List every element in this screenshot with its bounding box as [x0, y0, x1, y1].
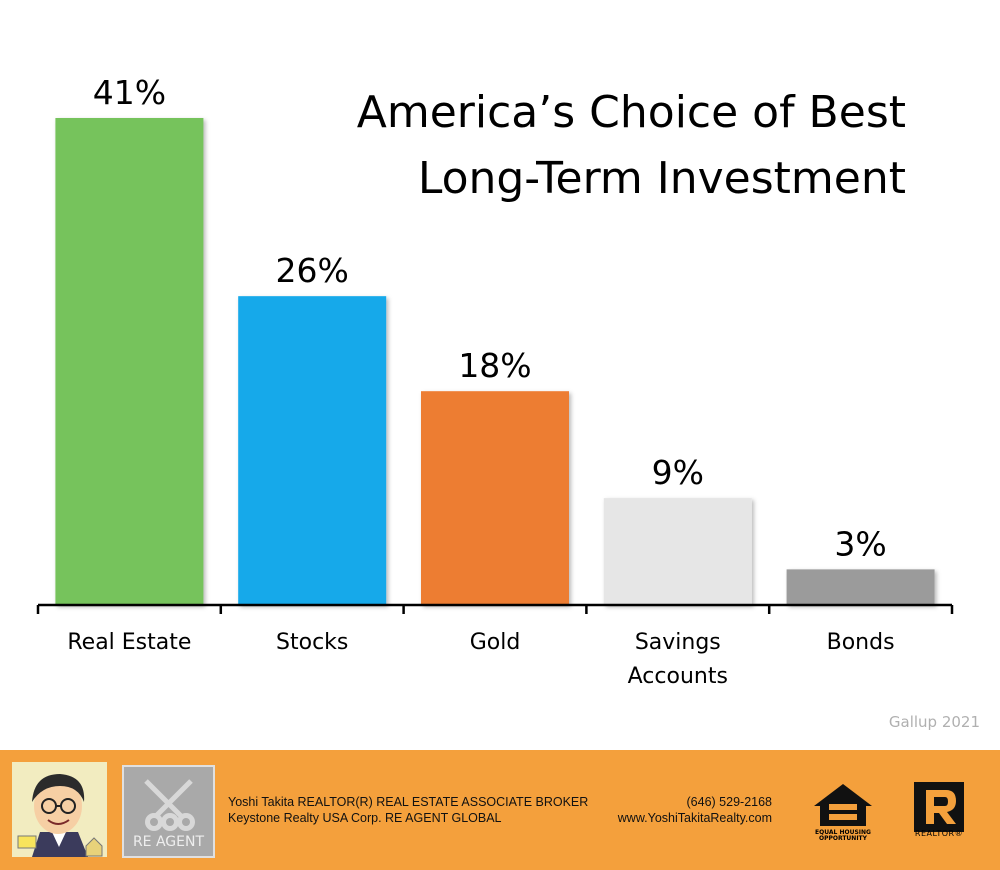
realtor-text: REALTOR®	[914, 829, 964, 838]
equal-housing-text-line-1: EQUAL HOUSING	[815, 829, 871, 836]
realtor-r-icon	[914, 782, 964, 832]
bar-real-estate	[55, 118, 204, 605]
equal-housing-text-line-2: OPPORTUNITY	[818, 835, 867, 842]
chart-title-line-2: Long-Term Investment	[417, 153, 906, 204]
x-axis	[36, 603, 954, 614]
category-label: Bonds	[827, 630, 895, 655]
agent-company-line: Keystone Realty USA Corp. RE AGENT GLOBA…	[228, 811, 502, 825]
category-label: Savings	[635, 630, 721, 655]
bar-stocks	[238, 296, 387, 605]
value-label: 41%	[93, 73, 166, 112]
value-label: 9%	[652, 453, 704, 492]
category-label: Real Estate	[67, 630, 191, 655]
chart-title: America’s Choice of Best Long-Term Inves…	[300, 80, 906, 212]
agent-website-link[interactable]: www.YoshiTakitaRealty.com	[617, 811, 772, 825]
bars-layer	[55, 118, 935, 605]
agent-footer: RE AGENT Yoshi Takita REALTOR(R) REAL ES…	[0, 750, 1000, 870]
re-agent-logo-text: RE AGENT	[132, 834, 205, 850]
bar-chart: 41% Real Estate 26% Stocks 18% Gold 9% Savings A…	[36, 73, 954, 689]
category-label: Stocks	[276, 630, 348, 655]
equal-housing-text: EQUAL HOUSING OPPORTUNITY	[800, 830, 886, 842]
source-label: Gallup 2021	[888, 713, 980, 731]
value-label: 3%	[834, 524, 886, 563]
agent-name-line: Yoshi Takita REALTOR(R) REAL ESTATE ASSO…	[228, 795, 589, 809]
bar-gold	[421, 391, 569, 605]
chart-title-line-1: America’s Choice of Best	[356, 87, 906, 138]
re-agent-keys-logo-icon: RE AGENT	[122, 765, 215, 858]
category-label: Gold	[470, 630, 521, 655]
equal-housing-icon	[814, 784, 872, 826]
agent-phone[interactable]: (646) 529-2168	[686, 795, 772, 809]
bar-savings-accounts	[603, 498, 752, 605]
value-label: 18%	[458, 346, 531, 385]
value-label: 26%	[276, 251, 349, 290]
labels-layer: 41% Real Estate 26% Stocks 18% Gold 9% Savings A…	[67, 73, 894, 689]
bar-bonds	[786, 569, 935, 605]
category-label: Accounts	[628, 664, 728, 689]
agent-info: Yoshi Takita REALTOR(R) REAL ESTATE ASSO…	[228, 794, 588, 826]
agent-caricature-icon	[12, 762, 107, 857]
agent-contact: (646) 529-2168 www.YoshiTakitaRealty.com	[618, 794, 772, 826]
